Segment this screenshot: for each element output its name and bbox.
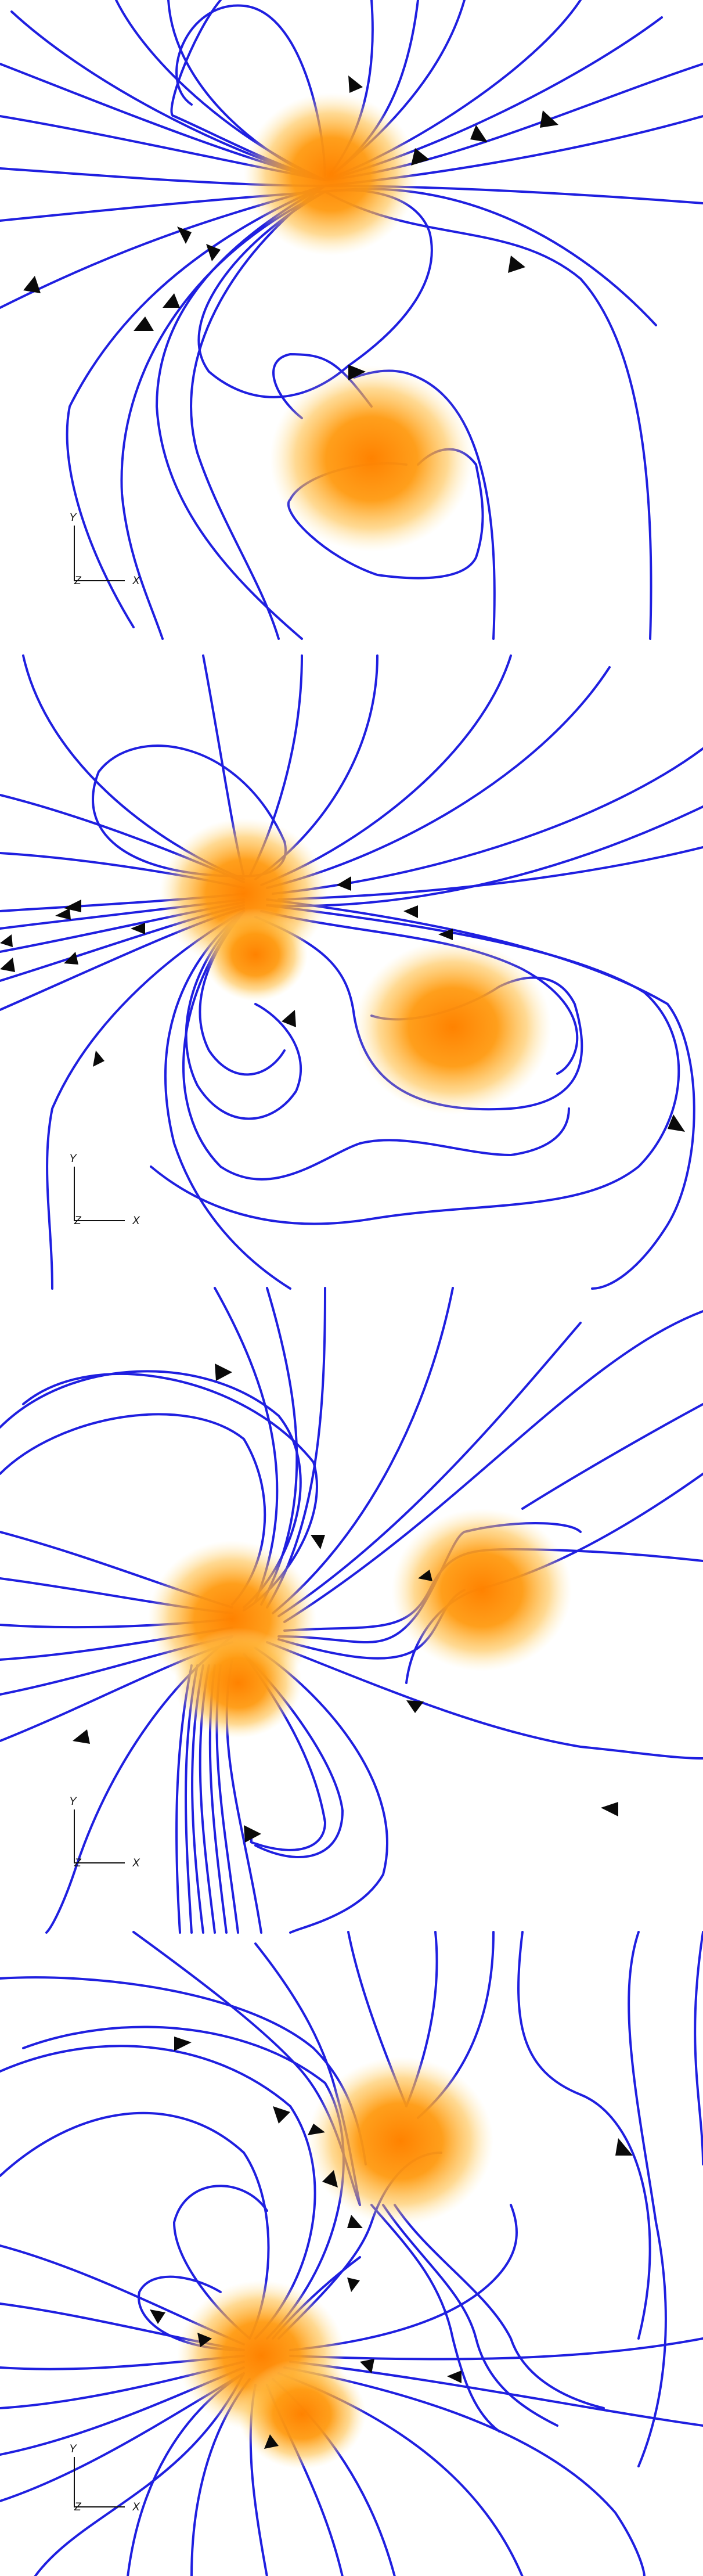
arrow-4 — [322, 2170, 338, 2188]
axis-label-x: X — [132, 2501, 140, 2513]
arrow-6 — [601, 1802, 618, 1816]
arrow-2 — [403, 905, 418, 918]
body-lower-small — [238, 2359, 366, 2469]
arrow-3 — [438, 929, 453, 940]
axis-label-z: Z — [74, 1857, 82, 1869]
axis-label-y: Y — [69, 512, 77, 524]
axis-label-z: Z — [74, 575, 82, 587]
arrow-8 — [150, 2309, 165, 2324]
arrow-4 — [411, 148, 430, 166]
arrow-5 — [615, 2138, 633, 2156]
arrow-8 — [23, 276, 41, 293]
field-arrows — [73, 1363, 618, 1843]
magnetic-bodies — [177, 2057, 493, 2469]
axis-triad: Y Z X — [69, 2443, 140, 2513]
axis-triad: Y Z X — [69, 512, 140, 587]
body-lower — [354, 940, 551, 1114]
magnetic-bodies — [148, 1509, 572, 1738]
field-arrows — [23, 75, 558, 380]
arrow-11 — [348, 365, 366, 380]
arrow-3 — [540, 110, 558, 128]
arrow-7 — [244, 1825, 261, 1843]
axis-label-x: X — [132, 1215, 140, 1227]
axis-label-y: Y — [69, 1153, 77, 1165]
field-lines — [0, 1287, 703, 1934]
arrow-5 — [55, 908, 71, 920]
arrow-2 — [273, 2106, 290, 2124]
arrow-4 — [406, 1700, 424, 1713]
arrow-9 — [163, 293, 180, 308]
magnetic-bodies — [160, 818, 551, 1114]
axis-label-z: Z — [74, 1215, 82, 1227]
body-lower — [270, 366, 473, 552]
axis-label-x: X — [132, 575, 140, 587]
field-lines — [0, 1931, 703, 2576]
arrow-5 — [73, 1729, 90, 1744]
arrow-7 — [206, 244, 221, 261]
arrow-12 — [264, 2434, 279, 2449]
arrow-1 — [337, 876, 351, 891]
axis-label-x: X — [132, 1857, 140, 1869]
axis-triad: Y Z X — [69, 1153, 140, 1227]
arrow-3 — [418, 1570, 432, 1581]
panel-3: Y Z X — [0, 1287, 703, 1934]
body-right — [392, 1509, 572, 1671]
body-middle — [174, 1628, 302, 1738]
panel-2: Y Z X — [0, 654, 703, 1290]
axis-triad: Y Z X — [69, 1796, 140, 1869]
arrow-9 — [197, 2333, 212, 2347]
axis-label-z: Z — [74, 2501, 82, 2513]
field-lines — [0, 654, 703, 1290]
arrow-1 — [174, 2037, 192, 2051]
arrow-10 — [282, 1010, 296, 1027]
arrow-9 — [0, 958, 15, 972]
arrow-10 — [360, 2359, 374, 2373]
arrow-7 — [347, 2278, 360, 2292]
body-upper — [244, 93, 418, 256]
arrow-6 — [177, 226, 192, 244]
arrow-6 — [347, 2215, 363, 2228]
arrow-2 — [470, 125, 488, 142]
arrow-12 — [668, 1114, 685, 1132]
arrow-11 — [447, 2370, 462, 2383]
arrow-7 — [0, 934, 13, 947]
arrow-5 — [508, 256, 525, 273]
field-arrows — [0, 876, 685, 1132]
panel-4: Y Z X — [0, 1931, 703, 2576]
arrow-6 — [131, 923, 145, 934]
arrow-10 — [134, 316, 154, 331]
panel-1: Y Z X — [0, 0, 703, 640]
axis-label-y: Y — [69, 2443, 77, 2455]
body-middle — [203, 908, 308, 1001]
field-arrows — [150, 2037, 633, 2449]
arrow-1 — [215, 1363, 232, 1381]
arrow-1 — [348, 75, 363, 93]
arrow-2 — [311, 1535, 325, 1549]
axis-label-y: Y — [69, 1796, 77, 1808]
arrow-3 — [308, 2124, 325, 2135]
arrow-8 — [64, 952, 78, 965]
body-upper-right — [308, 2057, 493, 2225]
magnetic-bodies — [244, 93, 473, 552]
arrow-11 — [93, 1050, 104, 1067]
